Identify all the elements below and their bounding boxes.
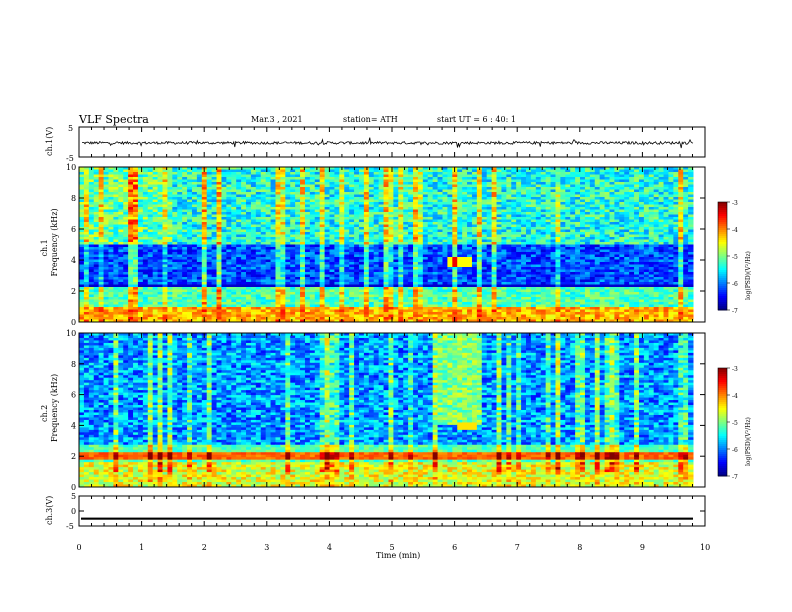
- spectrogram-ylabel: Frequency (kHz): [50, 374, 59, 442]
- ch3-ylabel: ch.3(V): [45, 496, 54, 525]
- ch1-ytick-label: -5: [66, 154, 74, 163]
- time-tick-label: 1: [139, 543, 144, 552]
- ch2-spectrogram-image: [79, 333, 694, 488]
- spectrogram-channel-label: ch.2: [40, 405, 49, 422]
- time-tick-label: 2: [202, 543, 207, 552]
- colorbar-tick-label: -4: [732, 227, 738, 234]
- ch1-colorbar: [718, 202, 727, 311]
- ch2-colorbar: [718, 368, 727, 477]
- ch1-voltage-trace: [82, 137, 694, 149]
- time-tick-label: 5: [390, 543, 395, 552]
- freq-ytick-label: 10: [66, 329, 76, 338]
- time-tick-label: 7: [515, 543, 520, 552]
- freq-ytick-label: 4: [71, 256, 76, 265]
- time-tick-label: 0: [77, 543, 82, 552]
- colorbar-tick-label: -5: [732, 254, 738, 261]
- colorbar-tick-label: -7: [732, 308, 738, 315]
- freq-ytick-label: 6: [71, 391, 76, 400]
- time-tick-label: 9: [640, 543, 645, 552]
- freq-ytick-label: 2: [71, 452, 76, 461]
- freq-ytick-label: 8: [71, 360, 76, 369]
- colorbar-tick-label: -4: [732, 393, 738, 400]
- date-label: Mar.3 , 2021: [251, 115, 303, 124]
- ch1-ylabel: ch.1(V): [45, 127, 54, 156]
- colorbar-label: log(PSD)(V²/Hz): [745, 251, 752, 300]
- time-tick-label: 8: [577, 543, 582, 552]
- freq-ytick-label: 8: [71, 194, 76, 203]
- ch1-ytick-label: 5: [68, 124, 73, 133]
- ch3-ytick-label: -5: [66, 522, 74, 531]
- colorbar-tick-label: -6: [732, 281, 738, 288]
- time-tick-label: 6: [452, 543, 457, 552]
- colorbar-tick-label: -3: [732, 366, 738, 373]
- ch3-voltage-trace: [81, 517, 693, 520]
- freq-ytick-label: 4: [71, 421, 76, 430]
- colorbar-tick-label: -3: [732, 200, 738, 207]
- freq-ytick-label: 0: [71, 483, 76, 492]
- ch3-ytick-label: 0: [71, 507, 76, 516]
- spectrogram-ylabel: Frequency (kHz): [50, 208, 59, 276]
- time-axis-label: Time (min): [376, 551, 420, 560]
- freq-ytick-label: 6: [71, 225, 76, 234]
- freq-ytick-label: 0: [71, 318, 76, 327]
- ch1-spectrogram-image: [79, 167, 694, 323]
- colorbar-tick-label: -6: [732, 447, 738, 454]
- colorbar-label: log(PSD)(V²/Hz): [745, 417, 752, 466]
- time-tick-label: 4: [327, 543, 332, 552]
- figure-title: VLF Spectra: [79, 113, 149, 126]
- station-label: station= ATH: [343, 115, 398, 124]
- ch3-ytick-label: 5: [71, 492, 76, 501]
- time-tick-label: 10: [700, 543, 710, 552]
- freq-ytick-label: 10: [66, 163, 76, 172]
- freq-ytick-label: 2: [71, 287, 76, 296]
- colorbar-tick-label: -7: [732, 474, 738, 481]
- colorbar-tick-label: -5: [732, 420, 738, 427]
- spectrogram-channel-label: ch.1: [40, 239, 49, 256]
- start-ut-label: start UT = 6 : 40: 1: [437, 115, 516, 124]
- time-tick-label: 3: [264, 543, 269, 552]
